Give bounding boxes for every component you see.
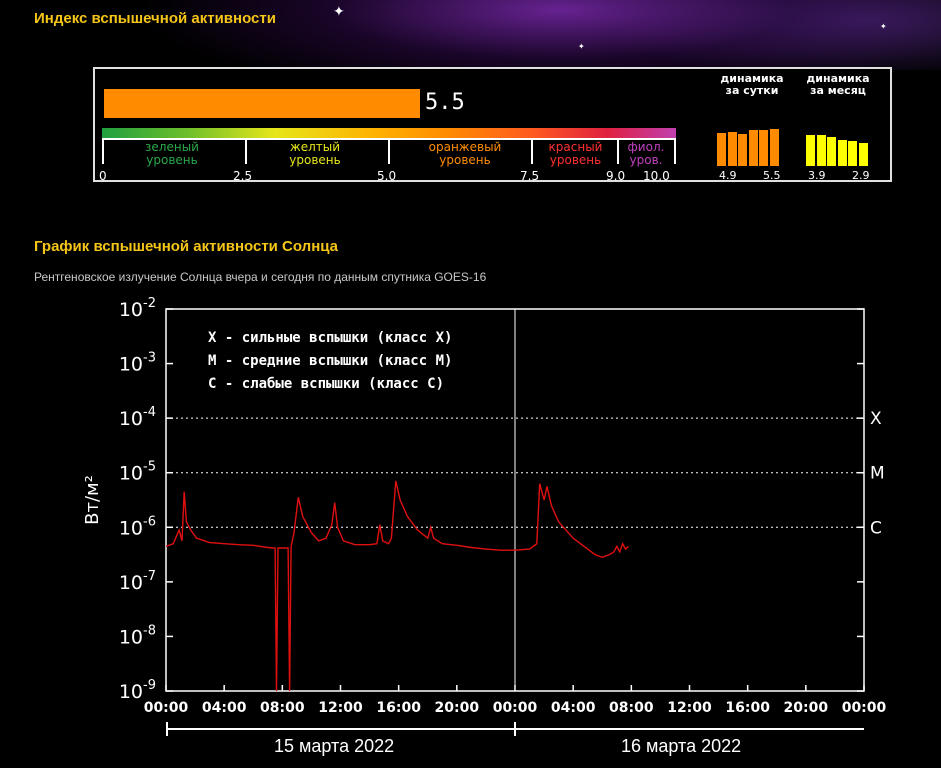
dynamics-bar: [816, 135, 826, 166]
x-tick-label: 12:00: [667, 700, 712, 716]
xray-flux-chart: X M C 10-9 10-8 10-7 10-6 10-5 10-4 10-3 10-2 00:00…: [82, 296, 887, 716]
star-icon: ✦: [880, 22, 887, 31]
flux-series-line: [165, 480, 629, 692]
class-label: M: [870, 464, 885, 484]
x-tick-label: 00:00: [144, 700, 189, 716]
y-tick-label: 10-5: [119, 460, 156, 485]
x-tick-label: 20:00: [435, 700, 480, 716]
monthly-dynamics-label: динамика за месяц: [798, 73, 878, 97]
class-label: X: [870, 409, 882, 429]
date-bar-divider: [514, 722, 516, 736]
scale-tick: [531, 138, 533, 164]
level-spectrum: [102, 128, 676, 138]
dynamics-bar: [759, 130, 768, 166]
level-label: уровень: [289, 153, 341, 167]
x-tick-label: 16:00: [725, 700, 770, 716]
scale-tick: [674, 138, 676, 164]
level-label: красный: [548, 140, 603, 154]
dynamics-bar: [837, 140, 847, 166]
daily-dynamics-label: динамика за сутки: [712, 73, 792, 97]
dynamics-bar: [806, 135, 815, 166]
scale-tick-label: 2.5: [233, 169, 253, 183]
x-tick-label: 20:00: [784, 700, 829, 716]
scale-tick-label: 5.0: [377, 169, 397, 183]
scale-tick: [245, 138, 247, 164]
dynamics-bar: [717, 133, 726, 166]
x-tick-label: 08:00: [260, 700, 305, 716]
x-tick-label: 08:00: [609, 700, 654, 716]
scale-tick: [616, 138, 619, 164]
dyn-label-line: за месяц: [810, 84, 866, 97]
x-tick-label: 04:00: [202, 700, 247, 716]
dynamics-bar: [769, 129, 779, 166]
y-axis-label: Вт/м²: [82, 475, 103, 525]
index-value: 5.5: [425, 90, 465, 115]
level-violet: фиол. уров.: [619, 141, 673, 167]
dynamics-bar: [827, 137, 836, 166]
dyn-label-line: динамика: [806, 72, 870, 85]
dynamics-bar: [858, 143, 868, 166]
date-label: 15 марта 2022: [274, 736, 395, 756]
level-orange: оранжевый уровень: [400, 141, 530, 167]
dyn-label-line: за сутки: [725, 84, 779, 97]
level-label: фиол.: [627, 140, 665, 154]
dynamics-bar: [738, 134, 747, 166]
x-tick-label: 16:00: [376, 700, 421, 716]
monthly-start-value: 3.9: [808, 169, 826, 182]
scale-tick-label: 10.0: [643, 169, 670, 183]
scale-tick: [102, 138, 104, 164]
legend-entry: M - средние вспышки (класс M): [208, 353, 452, 369]
space-background: ✦ ✦ ✦: [0, 0, 941, 70]
date-bar-start: [166, 722, 168, 736]
legend-entry: X - сильные вспышки (класс X): [208, 330, 452, 346]
level-red: красный уровень: [538, 141, 613, 167]
star-icon: ✦: [578, 42, 585, 51]
level-yellow: желтый уровень: [260, 141, 370, 167]
y-tick-label: 10-4: [119, 405, 156, 430]
level-label: оранжевый: [428, 140, 502, 154]
index-panel: 5.5 зеленый уровень желтый уровень оранж…: [93, 67, 892, 183]
x-tick-label: 00:00: [842, 700, 887, 716]
legend-entry: C - слабые вспышки (класс C): [208, 376, 444, 392]
monthly-end-value: 2.9: [852, 169, 870, 182]
y-tick-label: 10-8: [119, 623, 156, 648]
y-tick-label: 10-7: [119, 569, 156, 594]
dynamics-bar: [748, 130, 758, 166]
daily-start-value: 4.9: [719, 169, 737, 182]
level-label: уров.: [629, 153, 663, 167]
level-label: уровень: [439, 153, 491, 167]
level-label: зеленый: [145, 140, 199, 154]
chart-title: График вспышечной активности Солнца: [34, 238, 339, 255]
dyn-label-line: динамика: [720, 72, 784, 85]
y-tick-label: 10-2: [119, 296, 156, 321]
chart-subtitle: Рентгеновское излучение Солнца вчера и с…: [34, 270, 487, 284]
level-label: желтый: [289, 140, 341, 154]
x-tick-label: 12:00: [318, 700, 363, 716]
x-tick-label: 04:00: [551, 700, 596, 716]
y-tick-label: 10-3: [119, 351, 156, 376]
level-green: зеленый уровень: [117, 141, 227, 167]
scale-tick-label: 7.5: [520, 169, 540, 183]
star-icon: ✦: [333, 3, 345, 19]
index-bar: [104, 89, 420, 118]
scale-tick: [388, 138, 390, 164]
index-title: Индекс вспышечной активности: [34, 10, 276, 27]
dynamics-bar: [727, 132, 737, 166]
y-tick-label: 10-9: [119, 678, 156, 703]
y-tick-label: 10-6: [119, 514, 156, 539]
level-label: уровень: [146, 153, 198, 167]
date-label: 16 марта 2022: [621, 736, 742, 756]
scale-tick-label: 9.0: [606, 169, 626, 183]
scale-tick-label: 0: [99, 169, 107, 183]
level-label: уровень: [549, 153, 602, 167]
dynamics-bar: [848, 141, 857, 166]
x-tick-label: 00:00: [493, 700, 538, 716]
daily-end-value: 5.5: [763, 169, 781, 182]
class-label: C: [870, 518, 882, 538]
